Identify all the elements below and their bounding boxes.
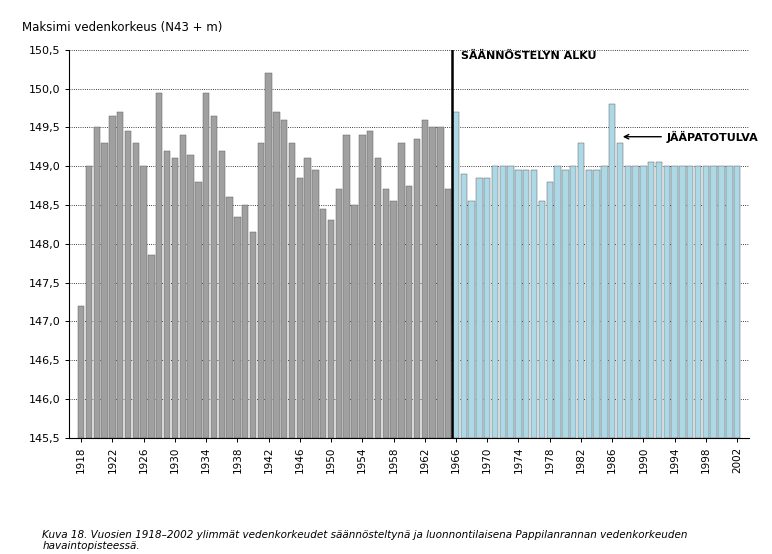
Bar — [664, 166, 670, 438]
Bar — [312, 170, 319, 438]
Bar — [78, 306, 84, 438]
Bar — [695, 166, 701, 438]
Bar — [429, 127, 435, 438]
Bar — [296, 178, 303, 438]
Bar — [328, 220, 334, 438]
Bar — [242, 205, 249, 438]
Bar — [188, 155, 194, 438]
Bar — [414, 139, 420, 438]
Bar — [266, 73, 272, 438]
Bar — [406, 186, 412, 438]
Bar — [539, 201, 545, 438]
Bar — [226, 197, 233, 438]
Bar — [148, 255, 154, 438]
Bar — [577, 143, 584, 438]
Bar — [422, 120, 428, 438]
Bar — [180, 135, 186, 438]
Bar — [359, 135, 365, 438]
Text: Kuva 18. Vuosien 1918–2002 ylimmät vedenkorkeudet säännösteltynä ja luonnontilai: Kuva 18. Vuosien 1918–2002 ylimmät veden… — [42, 530, 688, 551]
Bar — [218, 151, 225, 438]
Bar — [344, 135, 350, 438]
Bar — [656, 162, 662, 438]
Bar — [710, 166, 717, 438]
Bar — [281, 120, 287, 438]
Bar — [648, 162, 655, 438]
Bar — [289, 143, 295, 438]
Bar — [133, 143, 139, 438]
Bar — [601, 166, 608, 438]
Bar — [86, 166, 92, 438]
Bar — [164, 151, 171, 438]
Bar — [523, 170, 530, 438]
Bar — [320, 209, 327, 438]
Bar — [726, 166, 733, 438]
Bar — [234, 217, 241, 438]
Bar — [336, 189, 342, 438]
Bar — [554, 166, 560, 438]
Bar — [499, 166, 506, 438]
Bar — [562, 170, 568, 438]
Bar — [531, 170, 537, 438]
Bar — [484, 178, 490, 438]
Bar — [367, 131, 374, 438]
Bar — [672, 166, 678, 438]
Bar — [734, 166, 740, 438]
Bar — [101, 143, 108, 438]
Bar — [679, 166, 686, 438]
Bar — [304, 158, 311, 438]
Bar — [141, 166, 147, 438]
Text: Maksimi vedenkorkeus (N43 + m): Maksimi vedenkorkeus (N43 + m) — [22, 22, 222, 34]
Bar — [585, 170, 592, 438]
Bar — [437, 127, 444, 438]
Bar — [383, 189, 389, 438]
Bar — [258, 143, 264, 438]
Text: SÄÄNNÖSTELYN ALKU: SÄÄNNÖSTELYN ALKU — [462, 51, 597, 61]
Bar — [640, 166, 647, 438]
Bar — [211, 116, 217, 438]
Bar — [351, 205, 357, 438]
Bar — [125, 131, 131, 438]
Bar — [625, 166, 631, 438]
Bar — [632, 166, 638, 438]
Bar — [250, 232, 256, 438]
Bar — [109, 116, 116, 438]
Bar — [171, 158, 178, 438]
Bar — [156, 93, 162, 438]
Text: JÄÄPATOTULVA: JÄÄPATOTULVA — [625, 131, 759, 143]
Bar — [195, 182, 201, 438]
Bar — [93, 127, 100, 438]
Bar — [492, 166, 498, 438]
Bar — [445, 189, 452, 438]
Bar — [469, 201, 475, 438]
Bar — [507, 166, 514, 438]
Bar — [570, 166, 577, 438]
Bar — [398, 143, 405, 438]
Bar — [391, 201, 397, 438]
Bar — [703, 166, 709, 438]
Bar — [453, 112, 459, 438]
Bar — [476, 178, 482, 438]
Bar — [273, 112, 279, 438]
Bar — [609, 104, 615, 438]
Bar — [515, 170, 522, 438]
Bar — [203, 93, 209, 438]
Bar — [687, 166, 693, 438]
Bar — [718, 166, 725, 438]
Bar — [374, 158, 381, 438]
Bar — [594, 170, 600, 438]
Bar — [117, 112, 124, 438]
Bar — [461, 174, 467, 438]
Bar — [617, 143, 623, 438]
Bar — [547, 182, 553, 438]
